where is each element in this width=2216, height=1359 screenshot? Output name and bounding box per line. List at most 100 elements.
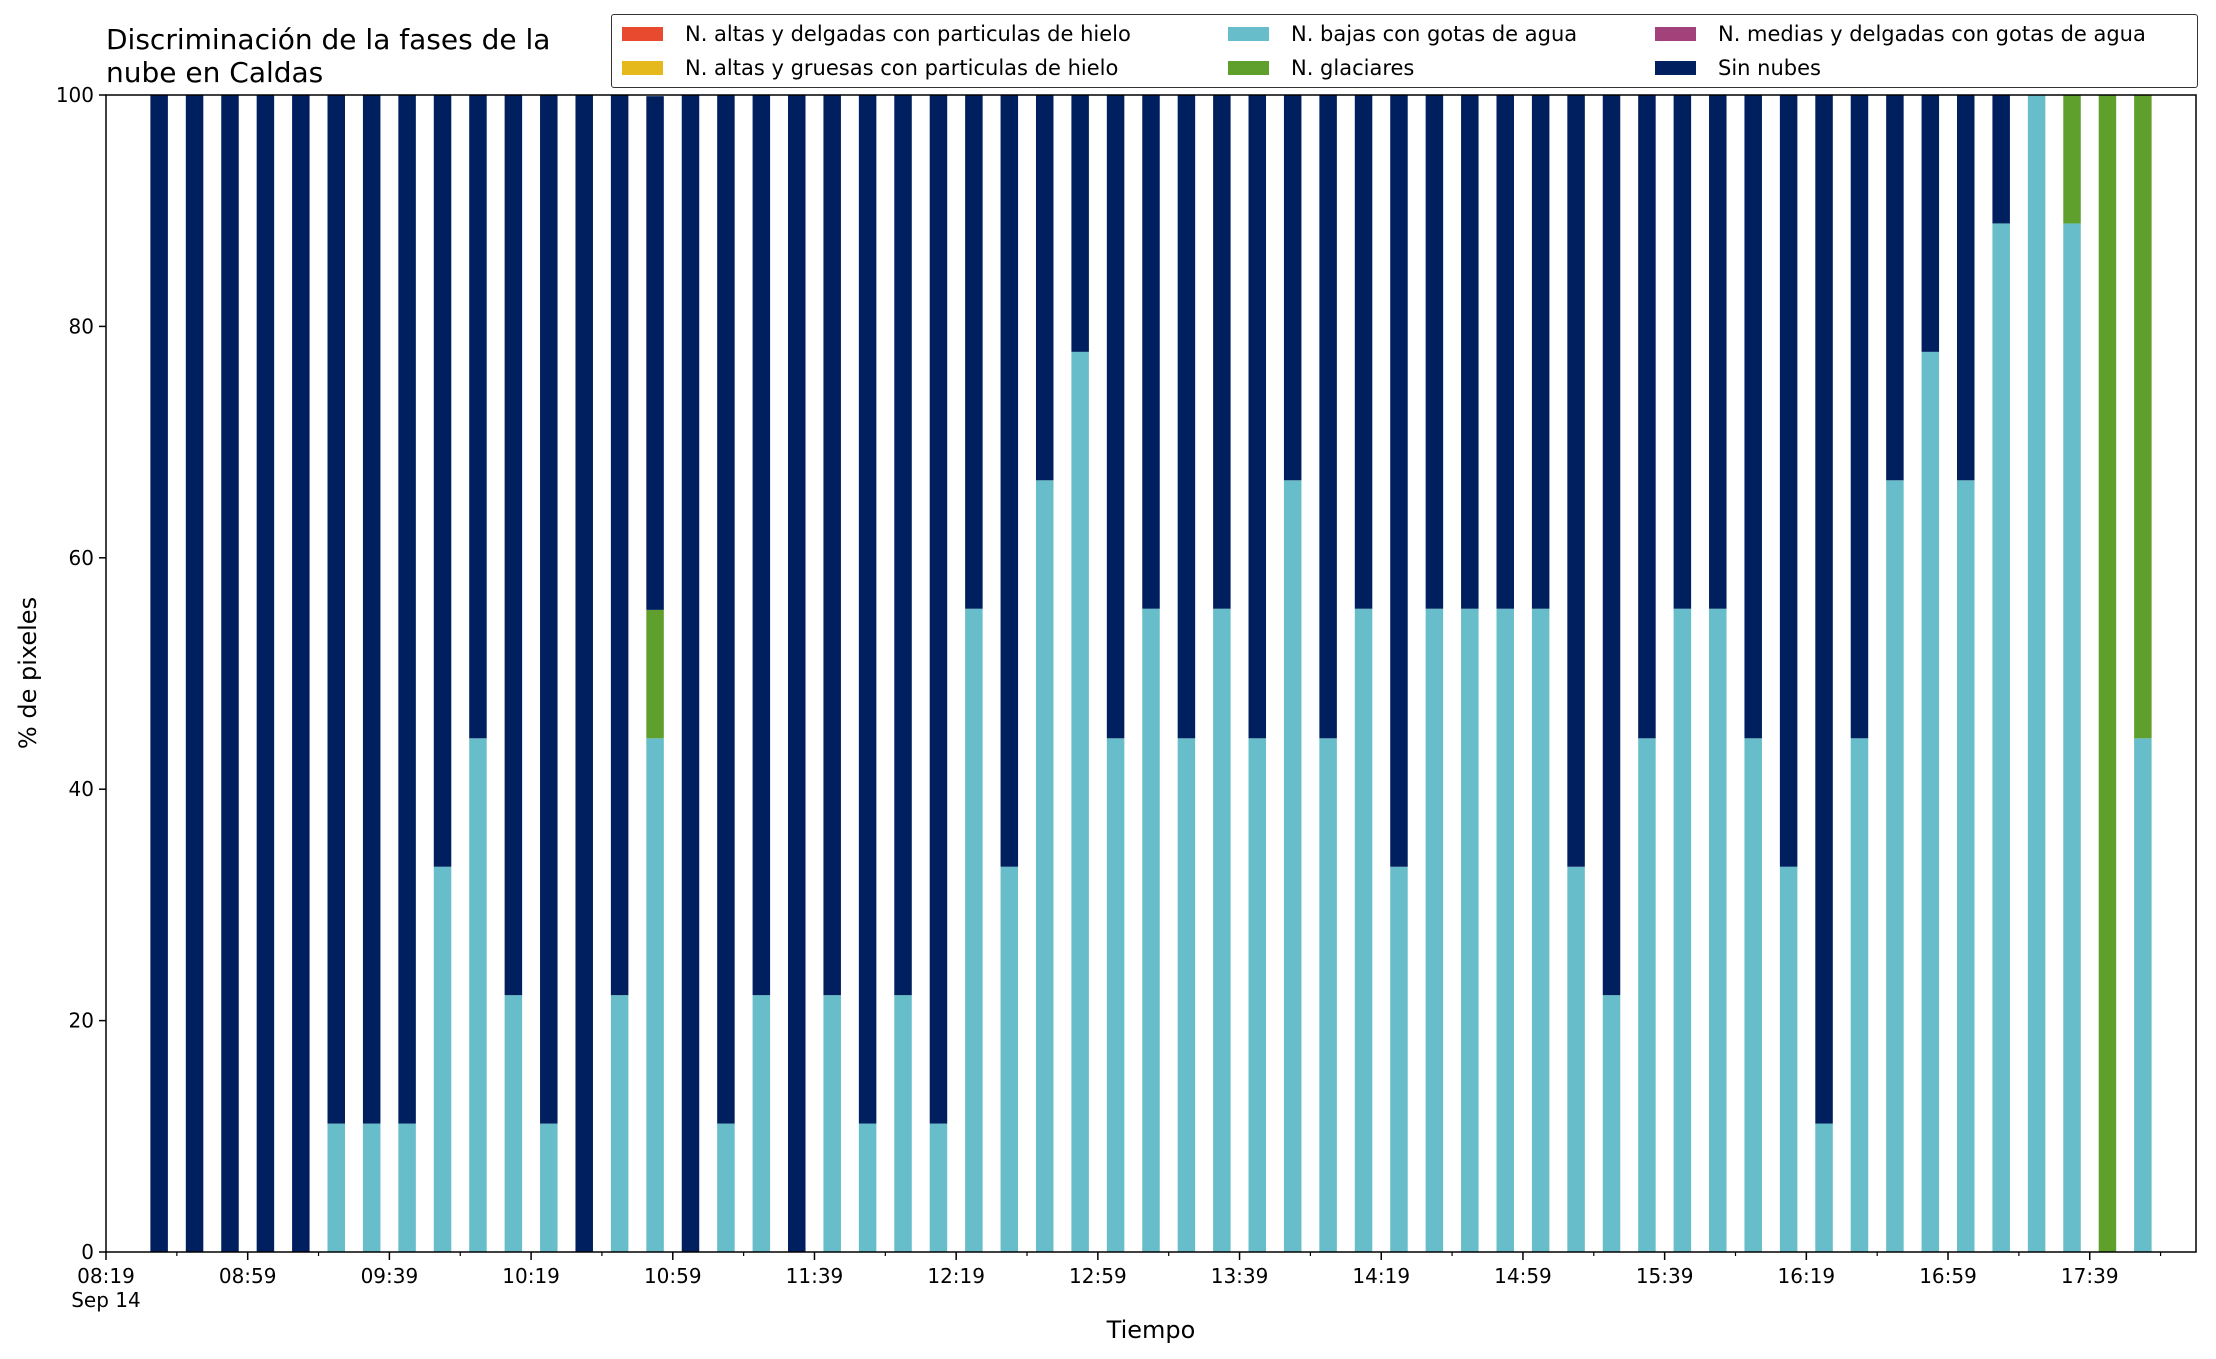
bar-segment	[398, 95, 416, 1124]
x-tick-label: 14:59	[1494, 1264, 1552, 1288]
legend-label: N. medias y delgadas con gotas de agua	[1718, 22, 2146, 46]
y-tick-label: 80	[69, 314, 94, 338]
bar-segment	[1567, 95, 1585, 867]
bar-segment	[1815, 95, 1833, 1124]
x-tick-label: 12:19	[927, 1264, 985, 1288]
x-axis-label: Tiempo	[1106, 1316, 1196, 1344]
y-tick-label: 0	[81, 1240, 94, 1264]
bar-segment	[2134, 738, 2152, 1252]
bar-segment	[858, 1123, 877, 1252]
legend: N. altas y delgadas con particulas de hi…	[611, 14, 2198, 88]
bar-segment	[1602, 95, 1621, 996]
bar-segment	[1567, 866, 1585, 1252]
bar-segment	[788, 95, 806, 1252]
bar-segment	[646, 96, 664, 610]
bar-segment	[1283, 95, 1302, 481]
bar-segment	[1850, 95, 1869, 739]
bar-segment	[292, 95, 310, 1252]
x-tick-label: 16:19	[1778, 1264, 1836, 1288]
legend-swatch	[1655, 27, 1696, 41]
bar-segment	[1638, 738, 1656, 1252]
bar-segment	[610, 95, 629, 996]
bar-segment	[1177, 738, 1196, 1252]
bar-segment	[1673, 608, 1692, 1252]
bar-segment	[1531, 95, 1550, 609]
legend-item: N. altas y gruesas con particulas de hie…	[622, 53, 1118, 83]
bar-segment	[1850, 738, 1869, 1252]
legend-label: N. altas y delgadas con particulas de hi…	[685, 22, 1131, 46]
bar-segment	[1106, 738, 1125, 1252]
bar-segment	[504, 995, 523, 1252]
legend-label: Sin nubes	[1718, 56, 1821, 80]
bar-segment	[717, 1123, 735, 1252]
bar-segment	[1390, 95, 1408, 867]
bar-segment	[1673, 95, 1692, 609]
bar-segment	[1638, 95, 1656, 739]
bar-segment	[1071, 351, 1089, 1253]
bar-segment	[433, 866, 452, 1252]
legend-label: N. bajas con gotas de agua	[1291, 22, 1578, 46]
bar-segment	[1779, 866, 1798, 1252]
y-axis-label: % de pixeles	[14, 597, 42, 749]
bar-segment	[1992, 95, 2010, 224]
bar-segment	[362, 1123, 381, 1252]
legend-item: N. medias y delgadas con gotas de agua	[1655, 19, 2146, 49]
bar-segment	[327, 1123, 345, 1252]
bar-segment	[2027, 95, 2046, 1252]
bar-segment	[1425, 608, 1444, 1252]
bar-segment	[646, 738, 664, 1252]
bar-segment	[1496, 95, 1514, 609]
x-tick-label: 16:59	[1919, 1264, 1977, 1288]
bar-segment	[1709, 95, 1727, 609]
bar-segment	[575, 95, 593, 1252]
legend-swatch	[622, 27, 663, 41]
bar-segment	[469, 738, 487, 1252]
bar-segment	[610, 995, 629, 1252]
bars-layer	[150, 95, 2152, 1253]
bar-segment	[1921, 351, 1940, 1253]
y-tick-label: 60	[69, 546, 94, 570]
bar-segment	[1106, 95, 1125, 739]
bar-segment	[1461, 95, 1479, 609]
bar-segment	[894, 95, 912, 996]
bar-segment	[965, 608, 983, 1252]
bar-segment	[1354, 95, 1373, 609]
bar-segment	[2063, 95, 2081, 224]
plot-frame	[105, 94, 2197, 1253]
bar-segment	[1248, 95, 1267, 739]
bar-segment	[540, 1123, 558, 1252]
bar-segment	[1390, 866, 1408, 1252]
x-tick-label: 14:19	[1352, 1264, 1410, 1288]
bar-segment	[2063, 223, 2081, 1253]
bar-segment	[1815, 1123, 1833, 1252]
bar-segment	[1000, 866, 1019, 1252]
bar-segment	[1709, 608, 1727, 1252]
bar-segment	[1425, 95, 1444, 609]
bar-segment	[965, 95, 983, 609]
bar-segment	[929, 1123, 948, 1252]
chart-title: Discriminación de la fases de la nube en…	[106, 23, 551, 89]
bar-segment	[1496, 608, 1514, 1252]
legend-item: N. glaciares	[1228, 53, 1414, 83]
bar-segment	[469, 95, 487, 739]
legend-swatch	[1228, 61, 1269, 75]
y-tick-label: 100	[56, 83, 94, 107]
x-tick-label: 17:39	[2061, 1264, 2119, 1288]
bar-segment	[1886, 480, 1904, 1252]
bar-segment	[717, 95, 735, 1124]
legend-label: N. glaciares	[1291, 56, 1415, 80]
y-axis: 0 20 40 60 80 100	[56, 83, 106, 1264]
bar-segment	[433, 95, 452, 867]
bar-segment	[1354, 608, 1373, 1252]
x-tick-label: 10:19	[502, 1264, 560, 1288]
bar-segment	[540, 95, 558, 1124]
bar-segment	[1142, 608, 1160, 1252]
bar-segment	[1957, 480, 1975, 1252]
bar-segment	[858, 95, 877, 1124]
bar-segment	[1779, 95, 1798, 867]
legend-item: N. bajas con gotas de agua	[1228, 19, 1577, 49]
bar-segment	[1000, 95, 1019, 867]
bar-segment	[504, 95, 523, 996]
bar-segment	[1886, 95, 1904, 481]
